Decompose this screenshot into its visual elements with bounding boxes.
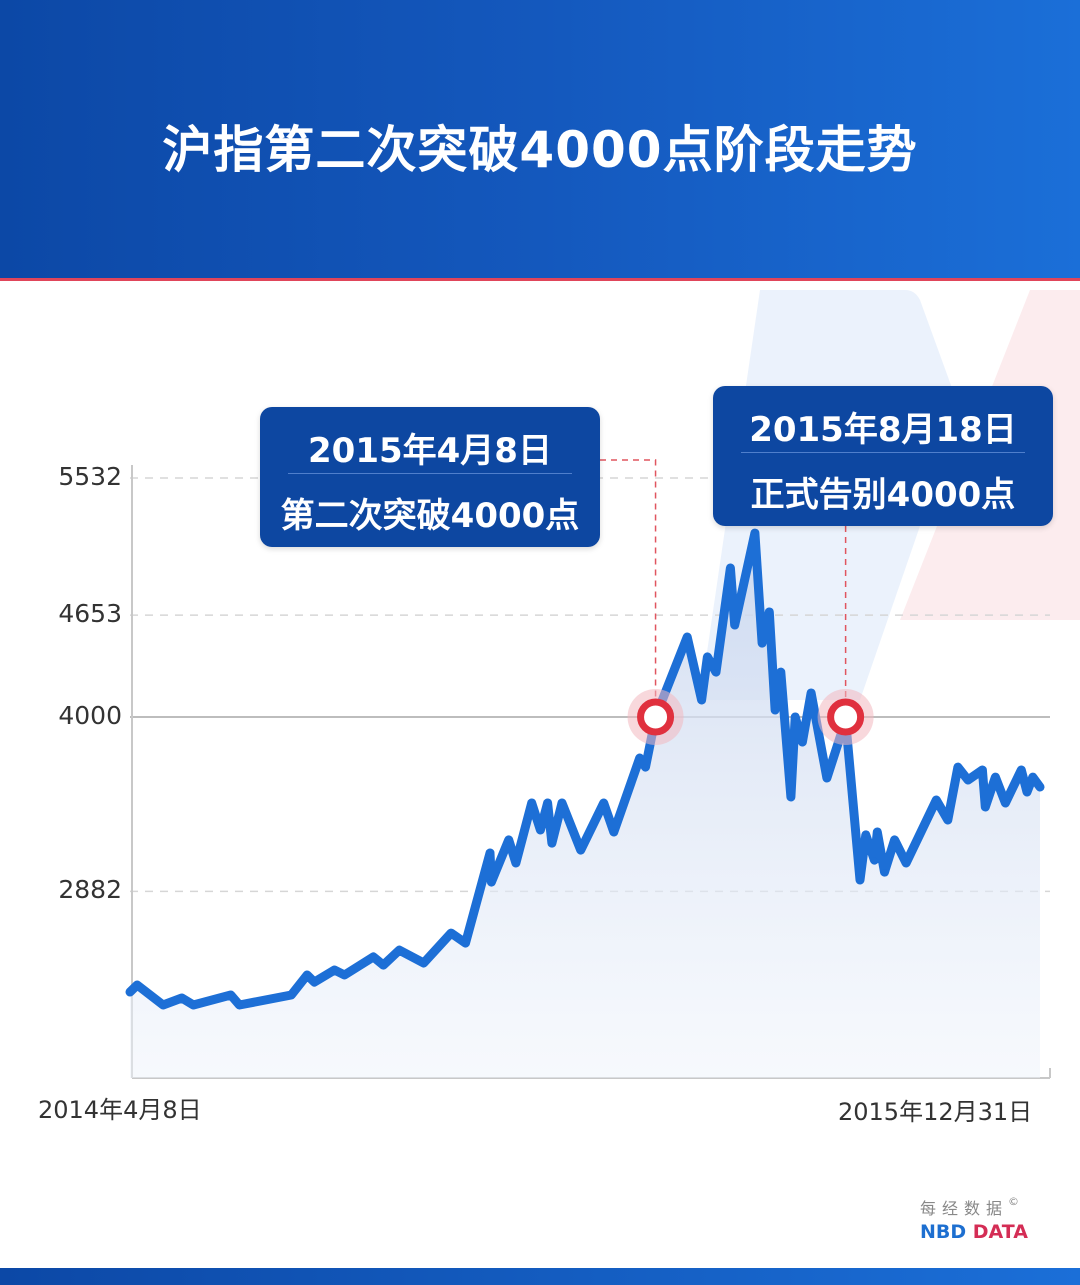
data-point bbox=[871, 857, 878, 864]
data-point bbox=[488, 879, 495, 886]
data-point bbox=[236, 1001, 243, 1008]
annotation-date: 2015年4月8日 bbox=[308, 431, 552, 471]
data-point bbox=[577, 847, 584, 854]
data-point bbox=[486, 850, 493, 857]
annotation-date: 2015年8月18日 bbox=[749, 410, 1017, 450]
y-tick-label: 4000 bbox=[58, 701, 122, 730]
data-point bbox=[992, 774, 999, 781]
data-point bbox=[787, 794, 794, 801]
data-point bbox=[698, 696, 705, 703]
nbd-data-logo: 每经数据© NBD DATA bbox=[920, 1195, 1028, 1243]
leader-line bbox=[600, 459, 657, 698]
data-point bbox=[903, 860, 910, 867]
annotation-text: 第二次突破4000点 bbox=[280, 496, 580, 536]
data-point bbox=[727, 565, 734, 572]
data-point bbox=[462, 940, 469, 947]
data-point bbox=[537, 826, 544, 833]
marker-circle bbox=[637, 698, 675, 736]
data-point bbox=[881, 869, 888, 876]
data-point bbox=[420, 960, 427, 967]
data-point bbox=[944, 816, 951, 823]
data-point bbox=[380, 962, 387, 969]
data-point bbox=[548, 840, 555, 847]
data-point bbox=[751, 530, 758, 537]
data-point bbox=[954, 764, 961, 771]
data-point bbox=[544, 799, 551, 806]
data-point bbox=[642, 764, 649, 771]
data-point bbox=[311, 979, 318, 986]
data-point bbox=[1029, 774, 1036, 781]
data-point bbox=[982, 804, 989, 811]
annotation-breakthrough: 2015年4月8日 第二次突破4000点 bbox=[260, 407, 600, 547]
data-point bbox=[1018, 767, 1025, 774]
data-point bbox=[965, 777, 972, 784]
data-point bbox=[704, 653, 711, 660]
annotation-divider bbox=[741, 452, 1025, 453]
y-tick-label: 2882 bbox=[58, 875, 122, 905]
data-point bbox=[190, 1001, 197, 1008]
logo-nbd: NBD bbox=[920, 1221, 967, 1243]
data-point bbox=[505, 836, 512, 843]
data-point bbox=[777, 669, 784, 676]
data-point bbox=[341, 972, 348, 979]
data-point bbox=[178, 994, 185, 1001]
data-point bbox=[766, 609, 773, 616]
data-point bbox=[448, 930, 455, 937]
copyright-icon: © bbox=[1008, 1195, 1026, 1208]
data-point bbox=[127, 989, 133, 996]
y-tick-label: 4653 bbox=[58, 599, 122, 629]
data-point bbox=[713, 669, 720, 676]
data-point bbox=[823, 775, 830, 781]
data-point bbox=[731, 621, 738, 628]
data-point bbox=[370, 953, 377, 960]
data-point bbox=[979, 767, 986, 774]
logo-data: DATA bbox=[972, 1221, 1028, 1243]
page-title: 沪指第二次突破4000点阶段走势 bbox=[162, 121, 918, 179]
area-fill bbox=[130, 533, 1040, 1078]
data-point bbox=[288, 992, 295, 999]
annotation-farewell: 2015年8月18日 正式告别4000点 bbox=[713, 386, 1053, 526]
data-point bbox=[759, 640, 766, 647]
data-point bbox=[799, 738, 806, 745]
data-point bbox=[227, 992, 234, 999]
header-banner bbox=[0, 0, 1080, 278]
data-point bbox=[857, 877, 864, 884]
data-point bbox=[684, 633, 691, 640]
data-point bbox=[396, 947, 403, 954]
data-point bbox=[331, 967, 338, 974]
header-divider bbox=[0, 278, 1080, 281]
data-point bbox=[1002, 799, 1009, 806]
logo-cn: 每经数据 bbox=[920, 1199, 1009, 1218]
y-tick-label: 5532 bbox=[58, 462, 122, 491]
data-point bbox=[808, 689, 815, 696]
x-tick-label-start: 2014年4月8日 bbox=[38, 1096, 202, 1124]
data-point bbox=[160, 1001, 167, 1008]
data-point bbox=[891, 836, 898, 843]
data-point bbox=[528, 799, 535, 806]
annotation-divider bbox=[288, 473, 572, 474]
data-point bbox=[874, 828, 881, 835]
data-point bbox=[792, 714, 799, 721]
data-point bbox=[772, 706, 779, 713]
data-point bbox=[304, 972, 311, 979]
data-point bbox=[1037, 784, 1043, 791]
data-point bbox=[512, 860, 519, 867]
data-point bbox=[636, 755, 643, 762]
data-point bbox=[862, 831, 869, 838]
data-point bbox=[1024, 789, 1031, 796]
data-point bbox=[558, 799, 565, 806]
annotation-text: 正式告别4000点 bbox=[750, 475, 1016, 515]
x-tick-label-end: 2015年12月31日 bbox=[838, 1098, 1033, 1126]
marker-circle bbox=[827, 698, 865, 736]
data-point bbox=[933, 796, 940, 803]
data-point bbox=[600, 799, 607, 806]
data-point bbox=[134, 982, 141, 989]
footer-bar bbox=[0, 1268, 1080, 1285]
data-point bbox=[610, 828, 617, 835]
